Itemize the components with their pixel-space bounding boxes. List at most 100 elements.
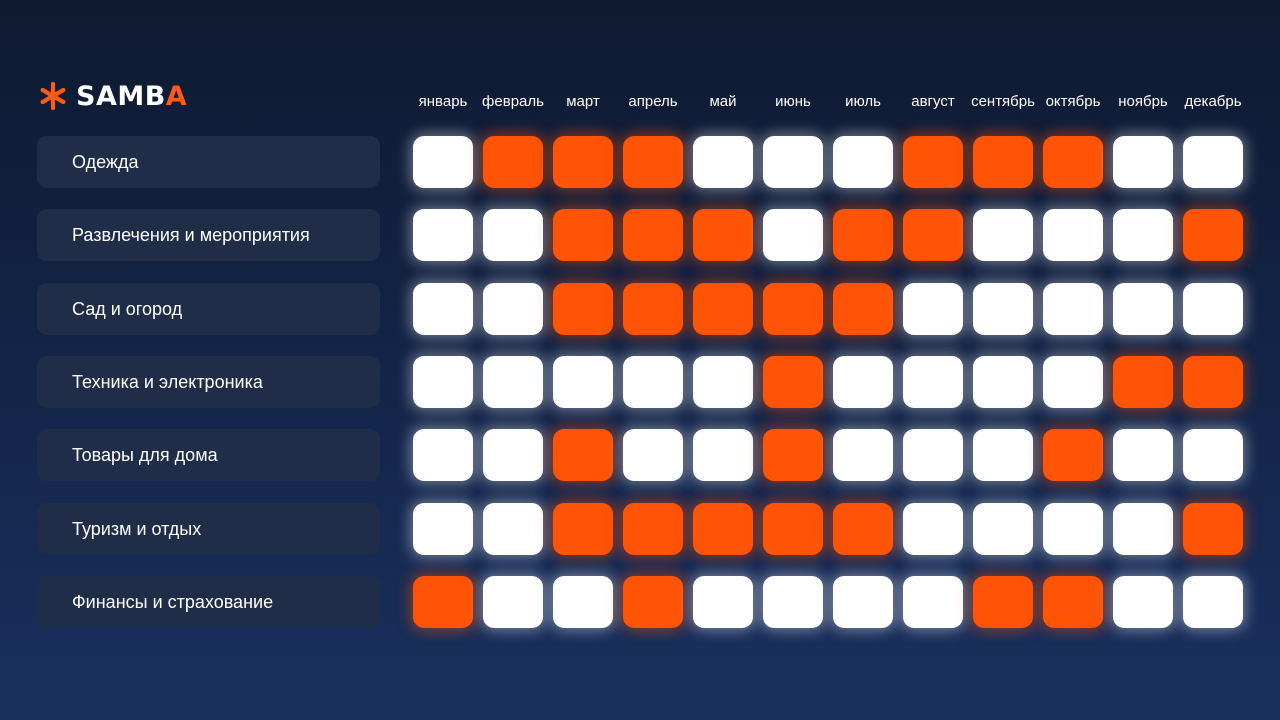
heatmap-cell-active xyxy=(903,136,963,188)
heatmap-cell-active xyxy=(413,576,473,628)
heatmap-cell-active xyxy=(483,136,543,188)
month-label: апрель xyxy=(628,93,678,110)
heatmap-cell-inactive xyxy=(1113,429,1173,481)
heatmap-cell-active xyxy=(553,503,613,555)
heatmap-cell-inactive xyxy=(833,136,893,188)
heatmap-cell-inactive xyxy=(413,209,473,261)
heatmap-cell-inactive xyxy=(973,503,1033,555)
heatmap-cell-active xyxy=(903,209,963,261)
heatmap-cell-active xyxy=(833,209,893,261)
heatmap-cell-active xyxy=(693,209,753,261)
heatmap-cell-inactive xyxy=(413,429,473,481)
heatmap-cell-active xyxy=(973,576,1033,628)
heatmap-cell-inactive xyxy=(1043,283,1103,335)
month-label: сентябрь xyxy=(971,93,1035,110)
heatmap-cell-inactive xyxy=(413,356,473,408)
heatmap-cell-active xyxy=(1183,356,1243,408)
heatmap-cell-inactive xyxy=(1183,283,1243,335)
month-label: октябрь xyxy=(1045,93,1101,110)
heatmap-cell-inactive xyxy=(483,356,543,408)
heatmap-cell-inactive xyxy=(413,283,473,335)
month-label: январь xyxy=(418,93,468,110)
heatmap-cell-inactive xyxy=(973,209,1033,261)
heatmap-cell-active xyxy=(553,429,613,481)
heatmap-cell-inactive xyxy=(693,136,753,188)
heatmap-cell-inactive xyxy=(623,429,683,481)
heatmap-cell-inactive xyxy=(483,576,543,628)
heatmap-cell-inactive xyxy=(483,503,543,555)
heatmap-cell-inactive xyxy=(833,429,893,481)
heatmap-cell-active xyxy=(1113,356,1173,408)
month-header: январь февраль март апрель май июнь июль август… xyxy=(0,93,1280,117)
category-label: Развлечения и мероприятия xyxy=(37,209,380,261)
heatmap-cell-inactive xyxy=(1113,283,1173,335)
asterisk-icon xyxy=(40,81,66,111)
heatmap-cell-inactive xyxy=(693,356,753,408)
heatmap-cell-active xyxy=(623,503,683,555)
heatmap-cell-active xyxy=(833,503,893,555)
heatmap-cell-inactive xyxy=(763,576,823,628)
heatmap-cell-inactive xyxy=(483,209,543,261)
logo-text-main: SAMB xyxy=(76,80,166,112)
logo: SAMBA xyxy=(38,78,187,114)
category-label: Сад и огород xyxy=(37,283,380,335)
heatmap-cell-inactive xyxy=(1113,503,1173,555)
month-label: март xyxy=(566,93,600,110)
heatmap-cell-inactive xyxy=(1113,576,1173,628)
month-label: июль xyxy=(845,93,881,110)
month-label: август xyxy=(911,93,955,110)
month-label: июнь xyxy=(775,93,811,110)
heatmap-cell-inactive xyxy=(763,136,823,188)
heatmap-cell-inactive xyxy=(1113,209,1173,261)
heatmap-cell-active xyxy=(763,503,823,555)
heatmap-cell-inactive xyxy=(973,356,1033,408)
heatmap-cell-active xyxy=(553,136,613,188)
heatmap-cell-inactive xyxy=(693,576,753,628)
heatmap-cell-inactive xyxy=(763,209,823,261)
category-label: Одежда xyxy=(37,136,380,188)
heatmap-cell-inactive xyxy=(483,429,543,481)
heatmap-cell-active xyxy=(1183,503,1243,555)
heatmap-cell-inactive xyxy=(553,576,613,628)
heatmap-cell-active xyxy=(623,283,683,335)
heatmap-cell-active xyxy=(833,283,893,335)
month-label: февраль xyxy=(482,93,544,110)
heatmap-cell-active xyxy=(763,429,823,481)
heatmap-cell-active xyxy=(1043,429,1103,481)
heatmap-cell-inactive xyxy=(693,429,753,481)
month-label: ноябрь xyxy=(1118,93,1168,110)
category-label: Финансы и страхование xyxy=(37,576,380,628)
heatmap-cell-inactive xyxy=(903,503,963,555)
heatmap-cell-active xyxy=(693,283,753,335)
category-label: Техника и электроника xyxy=(37,356,380,408)
heatmap-cell-active xyxy=(1043,136,1103,188)
heatmap-cell-inactive xyxy=(1183,429,1243,481)
heatmap-cell-inactive xyxy=(973,429,1033,481)
heatmap-cell-active xyxy=(763,283,823,335)
heatmap-cell-inactive xyxy=(1113,136,1173,188)
heatmap-cell-inactive xyxy=(903,356,963,408)
heatmap-cell-inactive xyxy=(833,356,893,408)
heatmap-cell-inactive xyxy=(973,283,1033,335)
heatmap-cell-inactive xyxy=(413,136,473,188)
heatmap-cell-inactive xyxy=(1043,356,1103,408)
heatmap-cell-active xyxy=(693,503,753,555)
heatmap-cell-active xyxy=(553,283,613,335)
heatmap-cell-active xyxy=(623,576,683,628)
heatmap-cell-active xyxy=(623,136,683,188)
heatmap-cell-inactive xyxy=(903,576,963,628)
category-label: Туризм и отдых xyxy=(37,503,380,555)
logo-text-accent: A xyxy=(165,80,188,112)
month-label: май xyxy=(709,93,737,110)
heatmap-cell-active xyxy=(623,209,683,261)
heatmap-cell-active xyxy=(1043,576,1103,628)
heatmap-cell-inactive xyxy=(903,429,963,481)
heatmap-cell-active xyxy=(973,136,1033,188)
logo-text: SAMBA xyxy=(76,81,187,112)
heatmap-cell-inactive xyxy=(1183,136,1243,188)
heatmap-cell-active xyxy=(763,356,823,408)
heatmap-cell-active xyxy=(1183,209,1243,261)
month-label: декабрь xyxy=(1184,93,1242,110)
heatmap-cell-inactive xyxy=(623,356,683,408)
